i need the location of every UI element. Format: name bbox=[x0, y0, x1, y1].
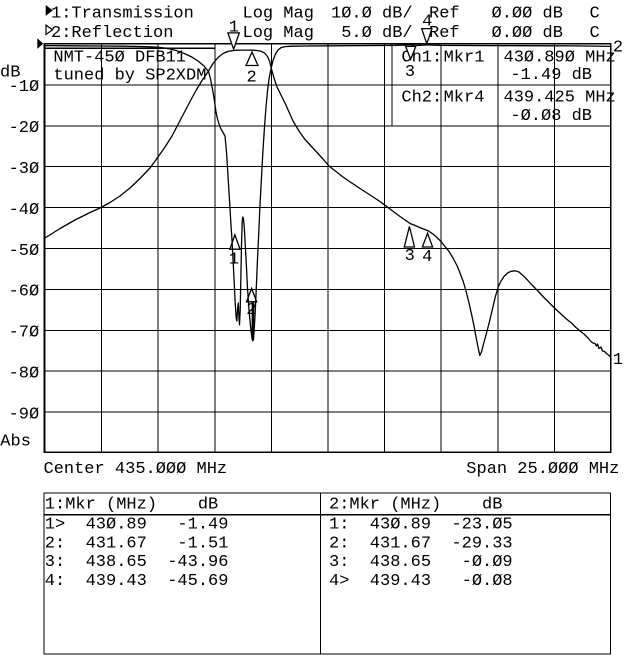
svg-text:Log Mag: Log Mag bbox=[243, 4, 314, 23]
svg-text:-4Ø: -4Ø bbox=[9, 201, 40, 220]
svg-text:-5Ø: -5Ø bbox=[9, 242, 40, 261]
svg-text:2: 2 bbox=[246, 68, 256, 87]
svg-text:3: 3 bbox=[405, 63, 415, 82]
svg-text:Mkr4: Mkr4 bbox=[444, 89, 485, 108]
svg-text:Ch2:: Ch2: bbox=[401, 89, 442, 108]
svg-text:Center 435.ØØØ MHz: Center 435.ØØØ MHz bbox=[44, 460, 228, 479]
svg-text:1: 1 bbox=[229, 251, 239, 270]
svg-text:Abs: Abs bbox=[0, 433, 31, 452]
svg-text:-2Ø: -2Ø bbox=[9, 119, 40, 138]
svg-text:4: 4 bbox=[422, 248, 432, 267]
svg-text:-3Ø: -3Ø bbox=[9, 160, 40, 179]
svg-text:C: C bbox=[590, 4, 600, 23]
svg-text:-6Ø: -6Ø bbox=[9, 283, 40, 302]
svg-text:2: 2 bbox=[246, 301, 256, 320]
svg-text:43Ø.89Ø MHz: 43Ø.89Ø MHz bbox=[504, 48, 616, 67]
svg-text:C: C bbox=[590, 24, 600, 43]
svg-text:NMT-45Ø DFB11: NMT-45Ø DFB11 bbox=[53, 49, 186, 68]
svg-text:4> 439.43 -Ø.Ø8: 4> 439.43 -Ø.Ø8 bbox=[329, 572, 513, 591]
svg-text:3: 3 bbox=[405, 247, 415, 266]
svg-text:1Ø.Ø dB/: 1Ø.Ø dB/ bbox=[331, 4, 413, 23]
svg-text:5.Ø dB/: 5.Ø dB/ bbox=[341, 24, 412, 43]
svg-text:-Ø.Ø8 dB: -Ø.Ø8 dB bbox=[510, 107, 592, 126]
svg-text:Ø.ØØ dB: Ø.ØØ dB bbox=[492, 4, 563, 23]
svg-text:-7Ø: -7Ø bbox=[9, 324, 40, 343]
svg-text:Log Mag: Log Mag bbox=[243, 24, 314, 43]
svg-text:1:Transmission: 1:Transmission bbox=[51, 4, 194, 23]
svg-text:-8Ø: -8Ø bbox=[9, 365, 40, 384]
svg-text:-1Ø: -1Ø bbox=[9, 78, 40, 97]
svg-text:-9Ø: -9Ø bbox=[9, 405, 40, 424]
svg-text:-1.49 dB: -1.49 dB bbox=[510, 66, 592, 85]
svg-text:Ref: Ref bbox=[429, 24, 460, 43]
svg-text:1> 43Ø.89 -1.49: 1> 43Ø.89 -1.49 bbox=[45, 516, 229, 535]
svg-text:tuned by SP2XDM: tuned by SP2XDM bbox=[53, 66, 206, 85]
svg-text:1: 1 bbox=[613, 351, 623, 370]
svg-text:3: 438.65 -43.96: 3: 438.65 -43.96 bbox=[45, 553, 229, 572]
svg-text:2: 431.67 -29.33: 2: 431.67 -29.33 bbox=[329, 534, 513, 553]
svg-text:2: 2 bbox=[613, 39, 623, 58]
svg-text:dB: dB bbox=[0, 64, 20, 83]
svg-text:2:Mkr (MHz) dB: 2:Mkr (MHz) dB bbox=[329, 496, 502, 515]
svg-text:2: 431.67 -1.51: 2: 431.67 -1.51 bbox=[45, 534, 229, 553]
svg-text:Mkr1: Mkr1 bbox=[444, 48, 485, 67]
svg-text:4: 4 bbox=[422, 12, 432, 31]
svg-text:439.425 MHz: 439.425 MHz bbox=[504, 89, 616, 108]
svg-text:Ø.ØØ dB: Ø.ØØ dB bbox=[492, 24, 563, 43]
svg-text:Span 25.ØØØ MHz: Span 25.ØØØ MHz bbox=[466, 460, 619, 479]
svg-text:1: 1 bbox=[229, 19, 239, 38]
svg-text:1:Mkr (MHz) dB: 1:Mkr (MHz) dB bbox=[45, 496, 218, 515]
svg-text:3: 438.65 -Ø.Ø9: 3: 438.65 -Ø.Ø9 bbox=[329, 553, 513, 572]
svg-text:1: 43Ø.89 -23.Ø5: 1: 43Ø.89 -23.Ø5 bbox=[329, 516, 513, 535]
svg-text:Ref: Ref bbox=[429, 4, 460, 23]
svg-text:2:Reflection: 2:Reflection bbox=[51, 24, 173, 43]
svg-text:4: 439.43 -45.69: 4: 439.43 -45.69 bbox=[45, 572, 229, 591]
